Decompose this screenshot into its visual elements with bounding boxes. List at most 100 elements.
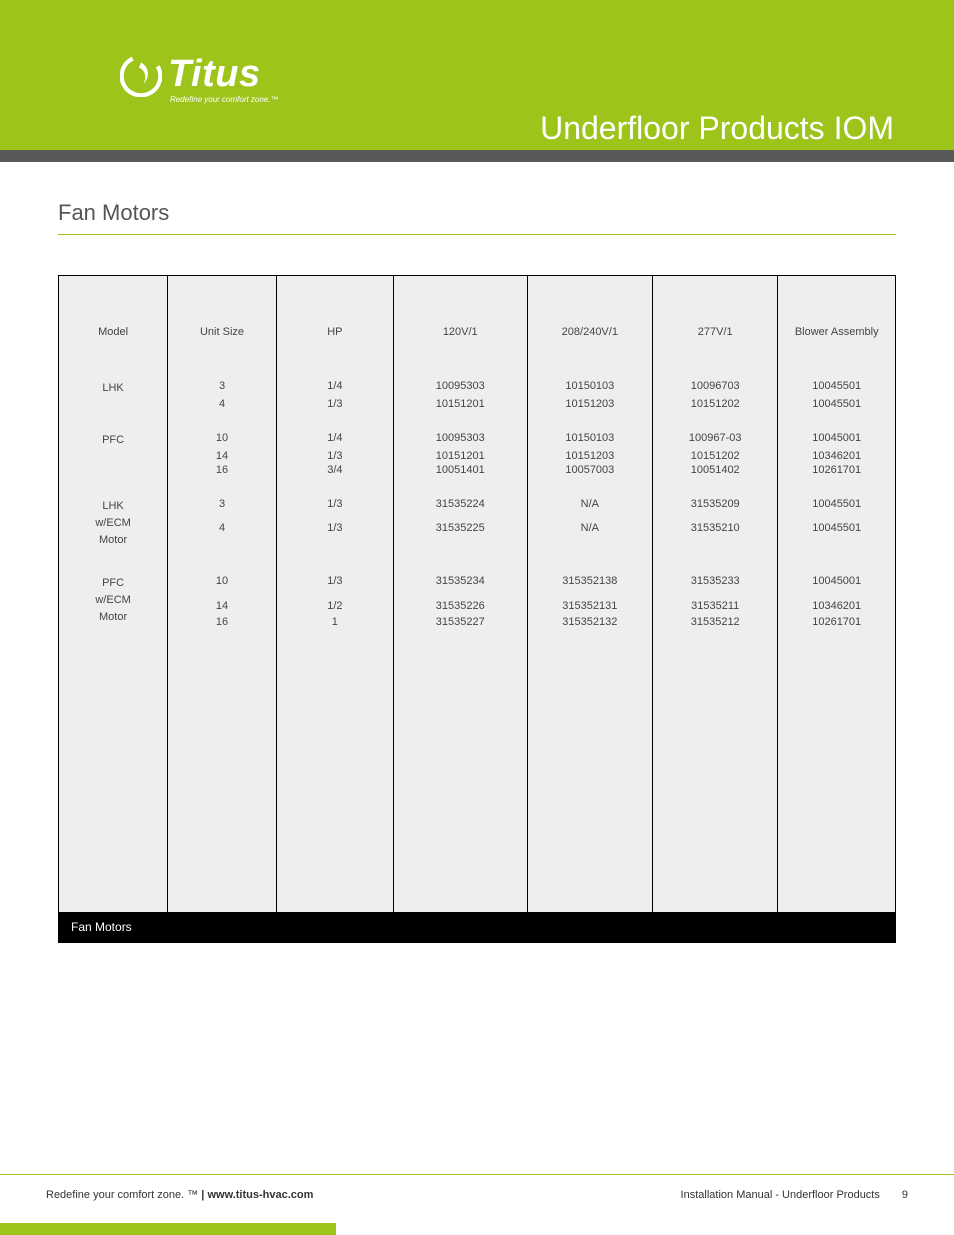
table-cell: 1/3 <box>276 522 393 538</box>
brand-logo: Titus Redefine your comfort zone.™ <box>120 55 279 104</box>
table-cell: 10261701 <box>778 616 895 632</box>
header-gray-bar <box>0 150 954 162</box>
filler-cell <box>653 632 778 912</box>
section-title: Fan Motors <box>58 200 896 226</box>
filler-cell <box>527 632 652 912</box>
table-cell: 10 <box>168 555 277 599</box>
table-cell <box>778 539 895 555</box>
filler-cell <box>393 632 527 912</box>
table-cell: 10045001 <box>778 555 895 599</box>
table-cell: 10151201 <box>393 398 527 412</box>
table-cell: N/A <box>527 478 652 522</box>
table-cell: 10045501 <box>778 360 895 398</box>
model-cell: PFC <box>59 412 168 478</box>
table-cell: 10095303 <box>393 412 527 450</box>
table-cell: 4 <box>168 522 277 538</box>
table-cell: 31535212 <box>653 616 778 632</box>
table-cell: 16 <box>168 616 277 632</box>
table-cell: 10095303 <box>393 360 527 398</box>
table-cell: 315352131 <box>527 600 652 616</box>
table-cell: 1/3 <box>276 450 393 464</box>
fan-motors-table: ModelUnit SizeHP120V/1208/240V/1277V/1Bl… <box>59 276 895 912</box>
table-caption: Fan Motors <box>59 912 895 942</box>
header-banner: Titus Redefine your comfort zone.™ Under… <box>0 0 954 150</box>
page-title: Underfloor Products IOM <box>540 110 894 147</box>
table-cell: 10346201 <box>778 600 895 616</box>
table-cell: 10051402 <box>653 464 778 478</box>
table-cell: 10051401 <box>393 464 527 478</box>
table-cell: 4 <box>168 398 277 412</box>
table-cell: 31535211 <box>653 600 778 616</box>
page-number: 9 <box>902 1189 908 1201</box>
column-header: Model <box>59 276 168 360</box>
table-cell: 3 <box>168 478 277 522</box>
table-cell: 1/4 <box>276 360 393 398</box>
section-rule <box>58 234 896 235</box>
column-header: Unit Size <box>168 276 277 360</box>
model-cell: PFCw/ECMMotor <box>59 555 168 632</box>
table-cell <box>527 539 652 555</box>
table-cell: 1/3 <box>276 398 393 412</box>
table-cell: 10151202 <box>653 450 778 464</box>
footer-right: Installation Manual - Underfloor Product… <box>681 1189 908 1201</box>
footer-url: www.titus-hvac.com <box>207 1189 313 1201</box>
table-cell: 31535234 <box>393 555 527 599</box>
table-cell <box>653 539 778 555</box>
table-cell: 14 <box>168 600 277 616</box>
table-cell: 1/3 <box>276 555 393 599</box>
column-header: 208/240V/1 <box>527 276 652 360</box>
table-cell: 10151203 <box>527 450 652 464</box>
column-header: 120V/1 <box>393 276 527 360</box>
filler-cell <box>168 632 277 912</box>
footer-rule <box>0 1174 954 1175</box>
table-cell <box>393 539 527 555</box>
footer-left: Redefine your comfort zone. ™ | www.titu… <box>46 1189 313 1201</box>
table-cell: 31535233 <box>653 555 778 599</box>
table-cell: 1/4 <box>276 412 393 450</box>
table-cell: 10096703 <box>653 360 778 398</box>
table-cell: 31535226 <box>393 600 527 616</box>
table-cell: 14 <box>168 450 277 464</box>
swirl-icon <box>120 55 162 97</box>
filler-cell <box>778 632 895 912</box>
table-cell: 10346201 <box>778 450 895 464</box>
table-cell: 10150103 <box>527 412 652 450</box>
table-cell: N/A <box>527 522 652 538</box>
brand-tagline: Redefine your comfort zone.™ <box>170 95 279 104</box>
table-cell <box>276 539 393 555</box>
column-header: Blower Assembly <box>778 276 895 360</box>
table-cell: 10151202 <box>653 398 778 412</box>
table-cell: 1 <box>276 616 393 632</box>
fan-motors-table-wrap: ModelUnit SizeHP120V/1208/240V/1277V/1Bl… <box>58 275 896 943</box>
table-cell: 1/3 <box>276 478 393 522</box>
table-cell: 31535224 <box>393 478 527 522</box>
table-cell: 10045501 <box>778 522 895 538</box>
table-cell: 100967-03 <box>653 412 778 450</box>
table-cell: 31535210 <box>653 522 778 538</box>
model-cell: LHKw/ECMMotor <box>59 478 168 555</box>
table-cell: 31535227 <box>393 616 527 632</box>
table-cell: 10261701 <box>778 464 895 478</box>
table-cell: 10151201 <box>393 450 527 464</box>
table-cell: 10150103 <box>527 360 652 398</box>
footer-tagline: Redefine your comfort zone. ™ <box>46 1189 198 1201</box>
table-cell: 10057003 <box>527 464 652 478</box>
table-cell: 315352132 <box>527 616 652 632</box>
table-cell: 3/4 <box>276 464 393 478</box>
table-cell <box>168 539 277 555</box>
column-header: HP <box>276 276 393 360</box>
filler-cell <box>59 632 168 912</box>
table-cell: 31535209 <box>653 478 778 522</box>
table-cell: 10045001 <box>778 412 895 450</box>
table-cell: 10045501 <box>778 478 895 522</box>
table-cell: 31535225 <box>393 522 527 538</box>
table-cell: 16 <box>168 464 277 478</box>
table-cell: 10045501 <box>778 398 895 412</box>
table-cell: 3 <box>168 360 277 398</box>
column-header: 277V/1 <box>653 276 778 360</box>
table-cell: 315352138 <box>527 555 652 599</box>
brand-name: Titus <box>168 53 261 95</box>
filler-cell <box>276 632 393 912</box>
table-cell: 1/2 <box>276 600 393 616</box>
table-cell: 10151203 <box>527 398 652 412</box>
